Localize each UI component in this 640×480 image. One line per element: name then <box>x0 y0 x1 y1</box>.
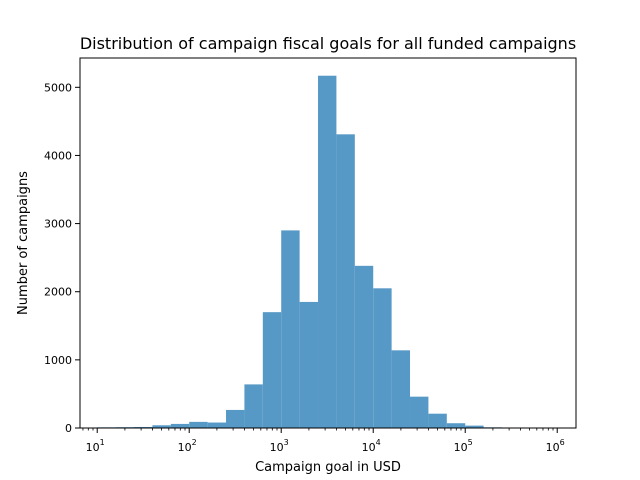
histogram-bar <box>152 425 171 428</box>
x-tick-label: 103 <box>270 438 289 454</box>
histogram-bar <box>428 413 447 428</box>
x-tick-label-exponent: 4 <box>376 438 381 447</box>
histogram-bar <box>299 301 319 428</box>
y-tick-label: 2000 <box>44 286 72 299</box>
histogram-bar <box>336 134 355 428</box>
histogram-bar <box>354 265 374 428</box>
x-axis-ticks: 101 102 103 104 105 106 <box>82 428 565 454</box>
x-tick-label: 102 <box>178 438 197 454</box>
histogram-bar <box>318 75 337 428</box>
histogram-bar <box>189 421 208 428</box>
histogram-bar <box>373 288 392 428</box>
x-tick-label: 101 <box>86 438 105 454</box>
x-tick-label-exponent: 6 <box>560 438 565 447</box>
x-tick-label-base: 10 <box>86 441 100 454</box>
histogram-bar <box>207 422 227 428</box>
y-tick-label: 1000 <box>44 354 72 367</box>
x-tick-label-base: 10 <box>546 441 560 454</box>
x-tick-label-exponent: 5 <box>468 438 473 447</box>
y-axis-ticks: 0 1000 2000 3000 4000 5000 <box>44 81 80 435</box>
y-tick-label: 0 <box>65 422 72 435</box>
histogram-bar <box>244 384 263 428</box>
histogram-bar <box>170 423 190 428</box>
histogram-bar <box>281 230 300 428</box>
x-tick-label-exponent: 2 <box>192 438 197 447</box>
x-tick-label-exponent: 1 <box>100 438 105 447</box>
histogram-bar <box>410 396 429 428</box>
histogram-bar <box>134 426 153 428</box>
x-tick-label: 105 <box>454 438 473 454</box>
histogram-bar <box>262 312 282 428</box>
x-tick-label-base: 10 <box>178 441 192 454</box>
x-tick-label-exponent: 3 <box>284 438 289 447</box>
y-tick-label: 3000 <box>44 218 72 231</box>
x-tick-label: 106 <box>546 438 565 454</box>
y-axis-label: Number of campaigns <box>16 171 31 315</box>
bars-group <box>97 75 558 428</box>
x-tick-label: 104 <box>362 438 381 454</box>
y-tick-label: 5000 <box>44 81 72 94</box>
x-tick-label-base: 10 <box>270 441 284 454</box>
plot-frame <box>79 57 577 429</box>
chart-title: Distribution of campaign fiscal goals fo… <box>80 34 576 53</box>
histogram-bar <box>391 350 411 428</box>
x-axis-label: Campaign goal in USD <box>255 460 401 475</box>
x-tick-label-base: 10 <box>454 441 468 454</box>
histogram-bar <box>465 425 484 428</box>
histogram-bar <box>226 409 245 428</box>
histogram-bar <box>446 423 466 428</box>
y-tick-label: 4000 <box>44 149 72 162</box>
x-tick-label-base: 10 <box>362 441 376 454</box>
